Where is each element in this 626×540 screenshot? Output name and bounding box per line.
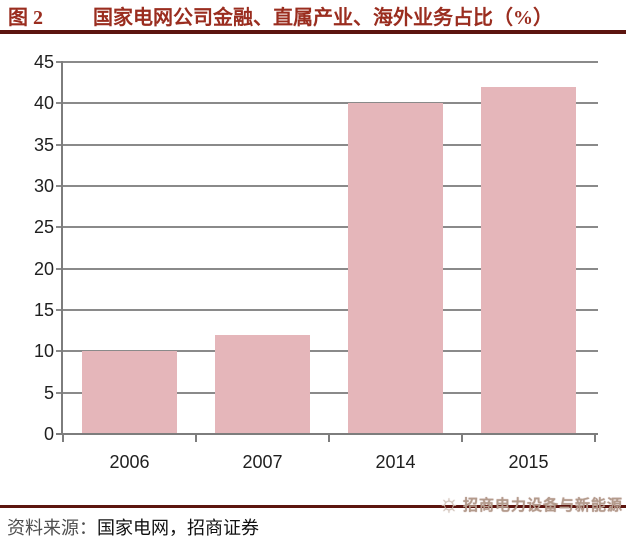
brand-watermark: ☼ 招商电力设备与新能源 [438,492,623,516]
watermark-text: 招商电力设备与新能源 [462,496,623,514]
y-axis-line [61,61,63,435]
bar-2014 [348,103,443,434]
source-line: 资料来源：国家电网，招商证券 [7,514,259,540]
x-axis-tick [195,435,197,442]
footer-rule [0,505,626,508]
bar-2007 [215,334,310,434]
bar-2015 [481,86,576,434]
y-tick-label: 30 [33,176,54,197]
x-axis-tick [461,435,463,442]
gridline [56,350,598,353]
title-underline [0,30,626,34]
y-tick-label: 25 [33,217,54,238]
y-tick-label: 20 [33,258,54,279]
y-tick-label: 45 [33,52,54,72]
source-label: 资料来源： [7,518,97,538]
gridline [56,226,598,229]
y-tick-label: 15 [33,300,54,321]
bar-2006 [82,351,177,434]
y-tick-label: 35 [33,134,54,155]
y-tick-label: 0 [43,424,54,444]
x-axis-tick [594,435,596,442]
x-tick-label: 2015 [508,452,549,472]
x-tick-label: 2014 [375,452,416,472]
gridline [56,102,598,105]
y-axis-labels: 0 5 10 15 20 25 30 35 40 45 [0,53,54,443]
plot-area [56,61,598,442]
source-text: 国家电网，招商证券 [97,518,259,538]
gridline [56,185,598,188]
gridline [56,391,598,394]
gridline [56,267,598,270]
x-axis-tick [328,435,330,442]
y-tick-label: 10 [33,341,54,362]
x-tick-label: 2007 [242,452,283,472]
x-axis-line [56,433,598,435]
sun-icon: ☼ [437,490,460,517]
x-axis-labels: 2006 2007 2014 2015 [63,452,595,476]
gridline [56,143,598,146]
figure-title: 国家电网公司金融、直属产业、海外业务占比（%） [93,7,553,29]
x-axis-tick [62,435,64,442]
gridline [56,61,598,63]
figure-label: 图 2 [8,7,43,29]
gridline [56,309,598,312]
y-tick-label: 40 [33,93,54,114]
y-tick-label: 5 [43,382,54,403]
figure-header: 图 2 国家电网公司金融、直属产业、海外业务占比（%） [0,1,626,30]
x-tick-label: 2006 [109,452,150,472]
